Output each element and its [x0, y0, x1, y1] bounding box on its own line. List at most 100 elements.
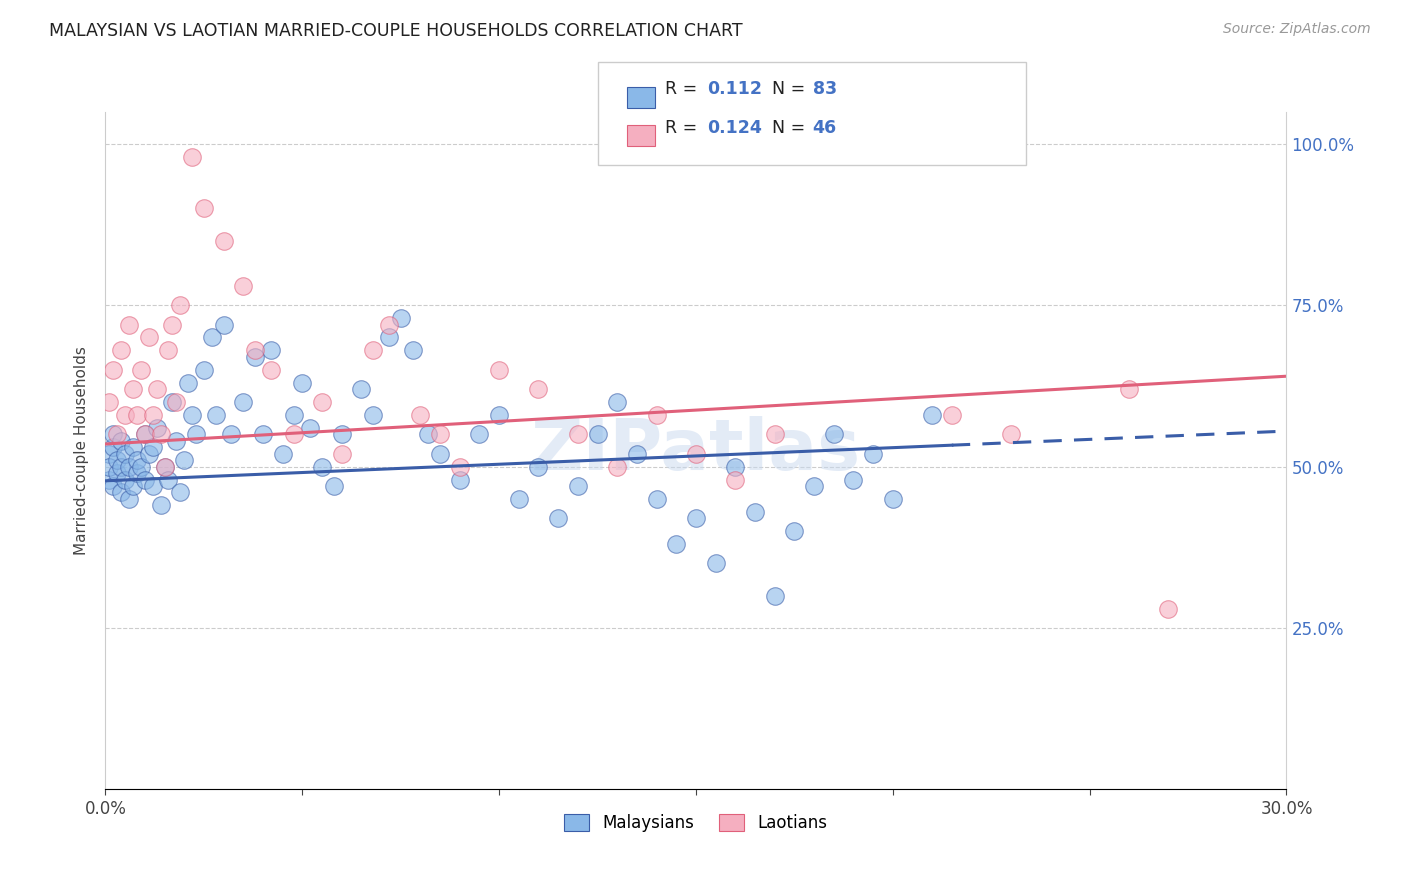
Point [783, 524, 806, 538]
Point [508, 491, 530, 506]
Point [157, 473, 180, 487]
Point [283, 408, 305, 422]
Point [645, 408, 668, 422]
Point [299, 421, 322, 435]
Text: 0.124: 0.124 [707, 119, 762, 136]
Point [271, 447, 294, 461]
Point [193, 202, 215, 216]
Point [103, 363, 125, 377]
Point [547, 511, 569, 525]
Point [665, 537, 688, 551]
Point [626, 447, 648, 461]
Point [322, 479, 344, 493]
Point [169, 485, 191, 500]
Point [567, 479, 589, 493]
Point [291, 376, 314, 390]
Point [401, 343, 423, 358]
Point [862, 447, 884, 461]
Point [142, 440, 165, 454]
Point [350, 382, 373, 396]
Point [125, 453, 148, 467]
Point [181, 150, 204, 164]
Point [177, 376, 200, 390]
Point [181, 408, 204, 422]
Point [409, 408, 432, 422]
Point [606, 395, 628, 409]
Point [103, 427, 125, 442]
Point [763, 589, 786, 603]
Point [138, 330, 160, 344]
Point [157, 343, 180, 358]
Text: MALAYSIAN VS LAOTIAN MARRIED-COUPLE HOUSEHOLDS CORRELATION CHART: MALAYSIAN VS LAOTIAN MARRIED-COUPLE HOUS… [49, 22, 742, 40]
Text: 46: 46 [813, 119, 837, 136]
Point [110, 485, 132, 500]
Point [685, 511, 707, 525]
Point [232, 395, 254, 409]
Point [449, 473, 471, 487]
Point [193, 363, 215, 377]
Point [763, 427, 786, 442]
Point [744, 505, 766, 519]
Point [429, 447, 451, 461]
Point [98, 447, 121, 461]
Point [118, 459, 141, 474]
Point [118, 491, 141, 506]
Point [803, 479, 825, 493]
Point [823, 427, 845, 442]
Text: N =: N = [761, 80, 810, 98]
Point [129, 459, 152, 474]
Point [134, 427, 156, 442]
Point [330, 447, 353, 461]
Point [1157, 601, 1180, 615]
Text: 83: 83 [813, 80, 837, 98]
Point [98, 395, 121, 409]
Point [125, 466, 148, 480]
Point [153, 459, 176, 474]
Point [134, 427, 156, 442]
Point [283, 427, 305, 442]
Point [243, 343, 266, 358]
Point [105, 453, 128, 467]
Point [921, 408, 943, 422]
Point [129, 363, 152, 377]
Point [606, 459, 628, 474]
Point [882, 491, 904, 506]
Point [201, 330, 224, 344]
Point [243, 350, 266, 364]
Point [149, 427, 172, 442]
Point [145, 421, 167, 435]
Point [221, 427, 243, 442]
Point [842, 473, 865, 487]
Point [645, 491, 668, 506]
Point [122, 382, 145, 396]
Point [173, 453, 195, 467]
Text: 0.112: 0.112 [707, 80, 762, 98]
Point [527, 459, 550, 474]
Point [142, 408, 165, 422]
Point [103, 440, 125, 454]
Point [232, 278, 254, 293]
Point [125, 408, 148, 422]
Text: N =: N = [761, 119, 810, 136]
Point [110, 343, 132, 358]
Point [138, 447, 160, 461]
Point [145, 382, 167, 396]
Point [105, 427, 128, 442]
Point [103, 479, 125, 493]
Point [142, 479, 165, 493]
Point [122, 440, 145, 454]
Point [311, 395, 333, 409]
Point [429, 427, 451, 442]
Text: ZIPatlas: ZIPatlas [531, 416, 860, 485]
Point [586, 427, 609, 442]
Point [162, 318, 184, 332]
Legend: Malaysians, Laotians: Malaysians, Laotians [554, 804, 838, 842]
Point [260, 363, 283, 377]
Point [704, 557, 727, 571]
Y-axis label: Married-couple Households: Married-couple Households [75, 346, 90, 555]
Point [260, 343, 283, 358]
Point [1118, 382, 1140, 396]
Point [389, 311, 412, 326]
Point [105, 466, 128, 480]
Point [114, 473, 136, 487]
